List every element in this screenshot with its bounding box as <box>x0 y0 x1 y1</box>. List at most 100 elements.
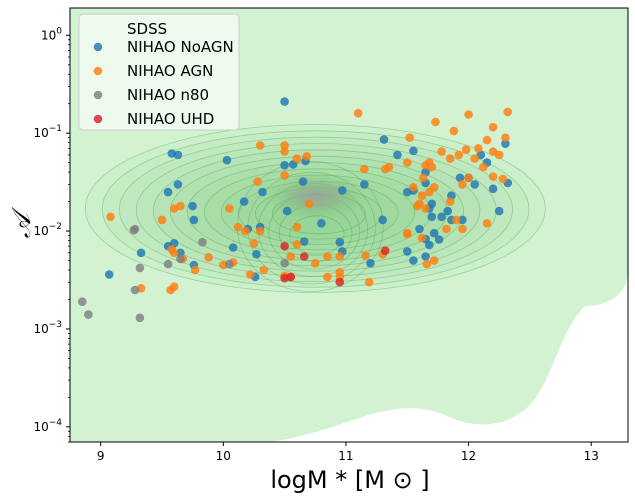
point-nihao-noagn <box>136 248 146 258</box>
point-nihao-agn <box>304 199 314 209</box>
y-axis-label: 𝒜 <box>7 206 37 238</box>
point-nihao-agn <box>225 204 234 213</box>
sdss-contour-line <box>84 124 546 293</box>
y-tick-label: 10−2 <box>33 222 62 238</box>
sdss-density-core <box>266 172 366 220</box>
point-nihao-agn <box>452 215 461 225</box>
point-nihao-agn <box>380 164 390 174</box>
point-nihao-n80 <box>129 225 139 235</box>
point-nihao-agn <box>437 147 446 156</box>
point-nihao-agn <box>445 197 455 206</box>
point-nihao-noagn <box>188 201 197 211</box>
legend-label-nihao-agn: NIHAO AGN <box>127 62 213 80</box>
point-nihao-agn <box>464 173 473 183</box>
point-nihao-noagn <box>280 97 289 106</box>
x-tick-label: 12 <box>461 449 476 463</box>
point-nihao-agn <box>458 224 467 234</box>
point-nihao-agn <box>498 174 508 184</box>
legend-label-nihao-noagn: NIHAO NoAGN <box>127 38 234 56</box>
point-nihao-agn <box>323 272 332 282</box>
point-nihao-agn <box>454 150 464 160</box>
point-nihao-noagn <box>104 270 114 279</box>
y-tick-label: 10−1 <box>33 124 62 140</box>
point-nihao-agn <box>169 248 179 258</box>
point-nihao-noagn <box>443 206 453 216</box>
point-nihao-uhd <box>380 246 390 255</box>
point-nihao-agn <box>403 158 412 167</box>
point-nihao-agn <box>488 122 498 132</box>
point-nihao-noagn <box>298 177 308 186</box>
point-nihao-agn <box>255 226 265 236</box>
point-nihao-noagn <box>501 139 510 148</box>
x-axis-label: logM * [M ⊙ ] <box>270 466 429 494</box>
point-nihao-agn <box>286 252 296 261</box>
point-nihao-agn <box>403 229 412 239</box>
x-tick-label: 10 <box>216 449 231 463</box>
point-nihao-n80 <box>225 259 234 269</box>
point-nihao-agn <box>311 258 320 268</box>
sdss-contour-line <box>152 149 481 272</box>
point-nihao-agn <box>335 252 345 261</box>
point-nihao-n80 <box>176 254 185 264</box>
point-nihao-noagn <box>427 212 437 222</box>
point-nihao-noagn <box>379 135 389 144</box>
legend-marker-nihao-noagn <box>93 42 103 52</box>
point-nihao-n80 <box>198 237 207 247</box>
point-nihao-agn <box>241 226 250 236</box>
point-nihao-agn <box>470 154 480 163</box>
point-nihao-agn <box>461 145 471 154</box>
point-nihao-agn <box>361 251 370 260</box>
point-nihao-agn <box>421 204 430 213</box>
point-nihao-noagn <box>189 215 199 225</box>
point-nihao-agn <box>190 265 200 275</box>
point-nihao-agn <box>429 256 439 265</box>
point-nihao-noagn <box>488 184 498 194</box>
point-nihao-agn <box>431 117 440 127</box>
point-nihao-agn <box>412 201 422 211</box>
point-nihao-agn <box>106 212 115 222</box>
point-nihao-agn <box>204 252 213 262</box>
point-nihao-noagn <box>434 235 444 244</box>
point-nihao-noagn <box>252 249 261 259</box>
point-nihao-noagn <box>239 197 249 206</box>
point-nihao-noagn <box>415 224 424 234</box>
point-nihao-agn <box>409 183 418 192</box>
point-nihao-uhd <box>280 241 289 251</box>
point-nihao-noagn <box>173 180 183 189</box>
point-nihao-agn <box>280 171 289 180</box>
point-nihao-agn <box>280 147 289 156</box>
point-nihao-agn <box>323 252 332 261</box>
point-nihao-agn <box>494 150 504 160</box>
point-nihao-n80 <box>84 310 93 319</box>
point-nihao-noagn <box>421 252 430 261</box>
point-nihao-agn <box>503 107 513 117</box>
point-nihao-agn <box>474 144 483 153</box>
point-nihao-noagn <box>458 215 467 225</box>
point-nihao-noagn <box>360 180 369 189</box>
point-nihao-agn <box>249 239 259 248</box>
y-tick-label: 10−4 <box>33 418 62 434</box>
legend-label-nihao-uhd: NIHAO UHD <box>127 110 214 128</box>
point-nihao-noagn <box>338 186 347 195</box>
point-nihao-noagn <box>258 187 267 197</box>
point-nihao-agn <box>176 201 185 211</box>
point-nihao-noagn <box>222 155 232 165</box>
y-tick-label: 100 <box>41 26 62 42</box>
point-nihao-noagn <box>335 237 345 247</box>
point-nihao-noagn <box>470 180 480 189</box>
point-nihao-agn <box>421 161 430 170</box>
x-axis-ticks: 9 10 11 12 13 <box>97 442 599 463</box>
point-nihao-agn <box>418 173 428 183</box>
point-nihao-uhd <box>299 252 309 261</box>
point-nihao-agn <box>292 240 302 249</box>
point-nihao-n80 <box>135 313 145 323</box>
point-nihao-agn <box>166 285 175 295</box>
point-nihao-agn <box>417 233 427 243</box>
point-nihao-agn <box>488 172 498 181</box>
point-nihao-noagn <box>378 215 388 225</box>
point-nihao-noagn <box>299 237 309 246</box>
legend-label-sdss: SDSS <box>127 20 167 38</box>
point-nihao-noagn <box>455 173 465 183</box>
point-nihao-uhd <box>286 272 296 282</box>
point-nihao-noagn <box>228 243 238 252</box>
